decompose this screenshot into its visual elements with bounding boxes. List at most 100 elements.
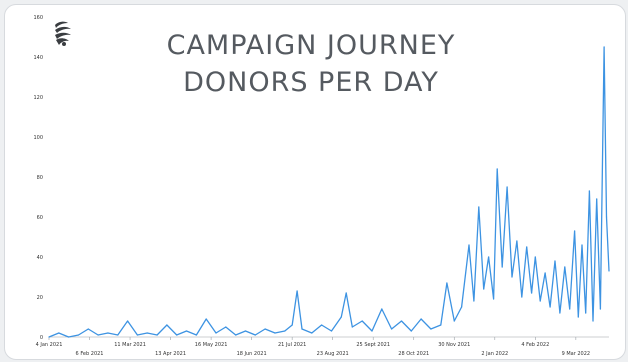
data-point <box>97 334 99 336</box>
x-tick-label: 6 Feb 2021 <box>76 351 104 357</box>
x-tick-label: 4 Jan 2021 <box>36 342 63 348</box>
y-tick-label: 140 <box>33 55 43 61</box>
data-point <box>473 300 475 302</box>
data-point <box>340 316 342 318</box>
x-tick-label: 16 May 2021 <box>195 342 228 348</box>
series-layer <box>48 46 610 338</box>
data-point <box>117 334 119 336</box>
y-tick-label: 20 <box>37 295 43 301</box>
data-point <box>225 326 227 328</box>
data-point <box>126 320 129 322</box>
y-tick-label: 0 <box>40 335 43 341</box>
y-tick-label: 120 <box>33 95 43 101</box>
data-point <box>274 332 276 334</box>
x-tick-label: 2 Jan 2022 <box>481 351 508 357</box>
data-point <box>296 290 298 292</box>
data-point <box>166 324 168 326</box>
data-point <box>195 334 197 336</box>
data-point <box>539 300 541 302</box>
data-point <box>420 318 422 320</box>
x-tick-label: 18 Jun 2021 <box>237 351 267 357</box>
y-tick-label: 100 <box>33 135 43 141</box>
data-point <box>549 306 551 308</box>
data-point <box>501 266 503 268</box>
logo-icon <box>55 21 71 46</box>
data-point <box>574 230 576 232</box>
data-point <box>291 324 293 326</box>
data-point <box>544 272 546 274</box>
x-tick-label: 23 Aug 2021 <box>317 351 349 357</box>
data-point <box>554 260 556 262</box>
data-point <box>136 334 139 336</box>
data-point <box>345 292 347 294</box>
data-point <box>569 308 571 310</box>
data-point <box>446 282 448 284</box>
data-point <box>48 336 50 338</box>
data-point <box>605 216 608 218</box>
data-point <box>321 324 323 326</box>
data-point <box>592 320 594 322</box>
data-point <box>534 256 536 258</box>
x-tick-label: 13 Apr 2021 <box>155 351 186 357</box>
data-point <box>521 296 523 298</box>
data-point <box>254 334 256 336</box>
data-point <box>176 334 178 336</box>
y-axis: 0 20 40 60 80 100 120 140 160 <box>33 15 43 341</box>
data-point <box>68 336 70 338</box>
data-point <box>205 318 207 320</box>
data-point <box>156 334 158 336</box>
data-point <box>596 198 598 200</box>
data-point <box>483 288 485 290</box>
data-point <box>235 334 237 336</box>
data-point <box>430 328 432 330</box>
x-tick-label: 9 Mar 2022 <box>562 351 591 357</box>
chart-card: CAMPAIGN JOURNEY DONORS PER DAY 0 20 40 60 8… <box>4 4 626 360</box>
data-point <box>588 190 590 192</box>
x-tick-label: 21 Jul 2021 <box>278 342 306 348</box>
data-point <box>284 330 286 332</box>
data-point <box>581 244 583 246</box>
data-point <box>577 316 579 318</box>
data-point <box>511 276 513 278</box>
data-point <box>564 266 566 268</box>
chart-title-line-2: DONORS PER DAY <box>183 67 439 98</box>
data-point <box>478 206 480 208</box>
data-point <box>330 330 333 332</box>
data-point <box>559 312 561 314</box>
data-point <box>461 306 463 308</box>
y-tick-label: 60 <box>37 215 43 221</box>
y-tick-label: 40 <box>37 255 43 261</box>
data-point <box>496 168 498 170</box>
y-tick-label: 160 <box>33 15 43 21</box>
data-point <box>585 312 587 314</box>
x-tick-label: 25 Sept 2021 <box>356 342 390 348</box>
x-axis: 4 Jan 2021 11 Mar 2021 16 May 2021 21 Jul 2… <box>36 336 609 357</box>
data-point <box>264 328 266 330</box>
data-point <box>87 328 89 330</box>
data-point <box>603 46 605 48</box>
data-point <box>410 330 412 332</box>
data-point <box>440 324 442 326</box>
donors-per-day-chart: CAMPAIGN JOURNEY DONORS PER DAY 0 20 40 60 8… <box>33 15 610 357</box>
chart-title-line-1: CAMPAIGN JOURNEY <box>167 30 456 61</box>
data-point <box>400 320 403 322</box>
data-point <box>185 330 188 332</box>
data-point <box>381 308 383 310</box>
data-point <box>488 256 490 258</box>
data-point <box>351 326 353 328</box>
data-point <box>361 320 363 322</box>
data-point <box>599 308 602 310</box>
data-point <box>215 332 217 334</box>
x-tick-label: 28 Oct 2021 <box>398 351 429 357</box>
data-point <box>391 328 393 330</box>
data-point <box>146 332 148 334</box>
data-point <box>531 292 533 294</box>
data-point <box>516 240 518 242</box>
x-tick-label: 11 Mar 2021 <box>114 342 146 348</box>
data-point <box>301 328 303 330</box>
data-point <box>468 244 470 246</box>
data-point <box>526 246 528 248</box>
data-point <box>77 334 80 336</box>
data-point <box>371 330 373 332</box>
data-point <box>453 320 455 322</box>
